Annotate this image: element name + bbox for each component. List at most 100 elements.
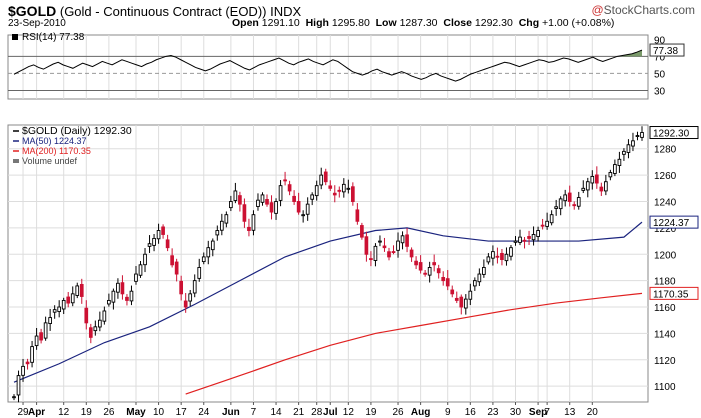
- candle-body: [491, 251, 495, 259]
- ma50-last-label: 1224.37: [653, 218, 690, 229]
- x-tick-label: 13: [564, 407, 576, 418]
- ma50-line: [13, 221, 643, 383]
- legend-entry-3: Volume undef: [22, 156, 78, 166]
- x-tick-label: 20: [587, 407, 599, 418]
- candle-body: [156, 230, 161, 240]
- x-tick-label: May: [126, 407, 146, 418]
- candle-body: [251, 214, 256, 231]
- candle-body: [224, 214, 229, 224]
- candle-body: [21, 365, 25, 376]
- x-tick-label: 19: [365, 407, 377, 418]
- candle-body: [445, 278, 450, 287]
- x-tick-label: 17: [176, 407, 188, 418]
- rsi-tick-label: 30: [654, 86, 666, 97]
- candle-body: [540, 224, 545, 227]
- price-tick-label: 1220: [654, 224, 677, 235]
- candle-body: [640, 132, 644, 138]
- candle-body: [604, 181, 608, 192]
- x-tick-label: 29: [17, 407, 29, 418]
- candle-body: [283, 179, 287, 182]
- candle-body: [319, 174, 324, 186]
- legend-entry-0: $GOLD (Daily) 1292.30: [22, 125, 132, 137]
- candle-body: [147, 243, 152, 247]
- candle-body: [626, 144, 631, 153]
- rsi-legend-label: RSI(14) 77.38: [22, 32, 85, 43]
- low-label: Low: [375, 17, 397, 29]
- source-credit[interactable]: @StockCharts.com: [591, 3, 695, 17]
- candle-body: [590, 175, 595, 184]
- candle-body: [238, 195, 242, 205]
- rsi-last-box: [649, 43, 685, 57]
- candle-body: [554, 206, 558, 209]
- candle-body: [531, 234, 536, 241]
- high-label: High: [305, 17, 329, 29]
- candle-body: [16, 375, 21, 396]
- rsi-tick-label: 70: [654, 52, 666, 63]
- x-tick-label: 10: [153, 407, 165, 418]
- candle-body: [382, 245, 387, 249]
- candle-body: [373, 245, 378, 261]
- candle-body: [328, 185, 333, 189]
- candle-body: [174, 261, 179, 275]
- rsi-tick-label: 50: [654, 69, 666, 80]
- x-tick-label: 24: [198, 407, 210, 418]
- candle-body: [287, 184, 292, 192]
- candle-body: [486, 256, 491, 263]
- last-price-label: 1292.30: [653, 129, 690, 140]
- candle-body: [500, 252, 504, 260]
- price-tick-label: 1160: [654, 303, 676, 314]
- candle-body: [201, 256, 206, 263]
- legend-entry-1: MA(50) 1224.37: [22, 136, 87, 146]
- rsi-legend-swatch: [12, 34, 18, 40]
- candle-body: [536, 230, 540, 237]
- chg-label: Chg: [518, 17, 540, 29]
- open-value: 1291.10: [261, 17, 300, 29]
- candle-body: [165, 239, 170, 249]
- candle-body: [635, 135, 640, 138]
- x-tick-label: 28: [311, 407, 323, 418]
- candle-body: [206, 247, 211, 258]
- candle-body: [247, 226, 251, 231]
- candle-body: [30, 346, 34, 363]
- candle-body: [622, 150, 626, 155]
- candle-body: [79, 284, 84, 297]
- candle-body: [138, 264, 143, 276]
- x-tick-label: 21: [293, 407, 305, 418]
- candle-body: [527, 236, 531, 239]
- candle-body: [581, 187, 586, 191]
- candle-body: [387, 251, 391, 258]
- high-value: 1295.80: [331, 17, 370, 29]
- candle-body: [197, 267, 202, 279]
- x-tick-label: 12: [58, 407, 70, 418]
- candle-body: [423, 272, 427, 275]
- candle-body: [305, 203, 310, 215]
- candle-body: [472, 280, 477, 287]
- x-tick-label: 7: [544, 407, 550, 418]
- candle-body: [301, 214, 305, 217]
- candle-body: [323, 171, 328, 183]
- candle-body: [522, 239, 527, 242]
- candle-body: [129, 290, 134, 302]
- candle-body: [278, 185, 283, 201]
- candle-body: [427, 267, 432, 276]
- ma200-last-label: 1170.35: [653, 289, 689, 300]
- candle-body: [192, 280, 197, 294]
- price-tick-label: 1260: [654, 171, 677, 182]
- symbol: $GOLD: [8, 3, 57, 19]
- candle-body: [355, 209, 360, 222]
- candle-body: [405, 234, 409, 247]
- candle-body: [161, 226, 165, 235]
- x-tick-label: 12: [343, 407, 355, 418]
- quote-date: 23-Sep-2010: [8, 18, 66, 29]
- rsi-tick-label: 90: [654, 35, 666, 46]
- candle-body: [513, 240, 518, 243]
- candle-body: [454, 297, 459, 301]
- candle-body: [233, 190, 238, 201]
- candle-body: [495, 255, 500, 258]
- last-price-box: [649, 126, 699, 140]
- ma200-last-box: [649, 286, 699, 300]
- candle-body: [617, 158, 622, 166]
- rsi-line: [13, 49, 643, 82]
- candle-body: [400, 235, 405, 244]
- candle-body: [179, 280, 184, 295]
